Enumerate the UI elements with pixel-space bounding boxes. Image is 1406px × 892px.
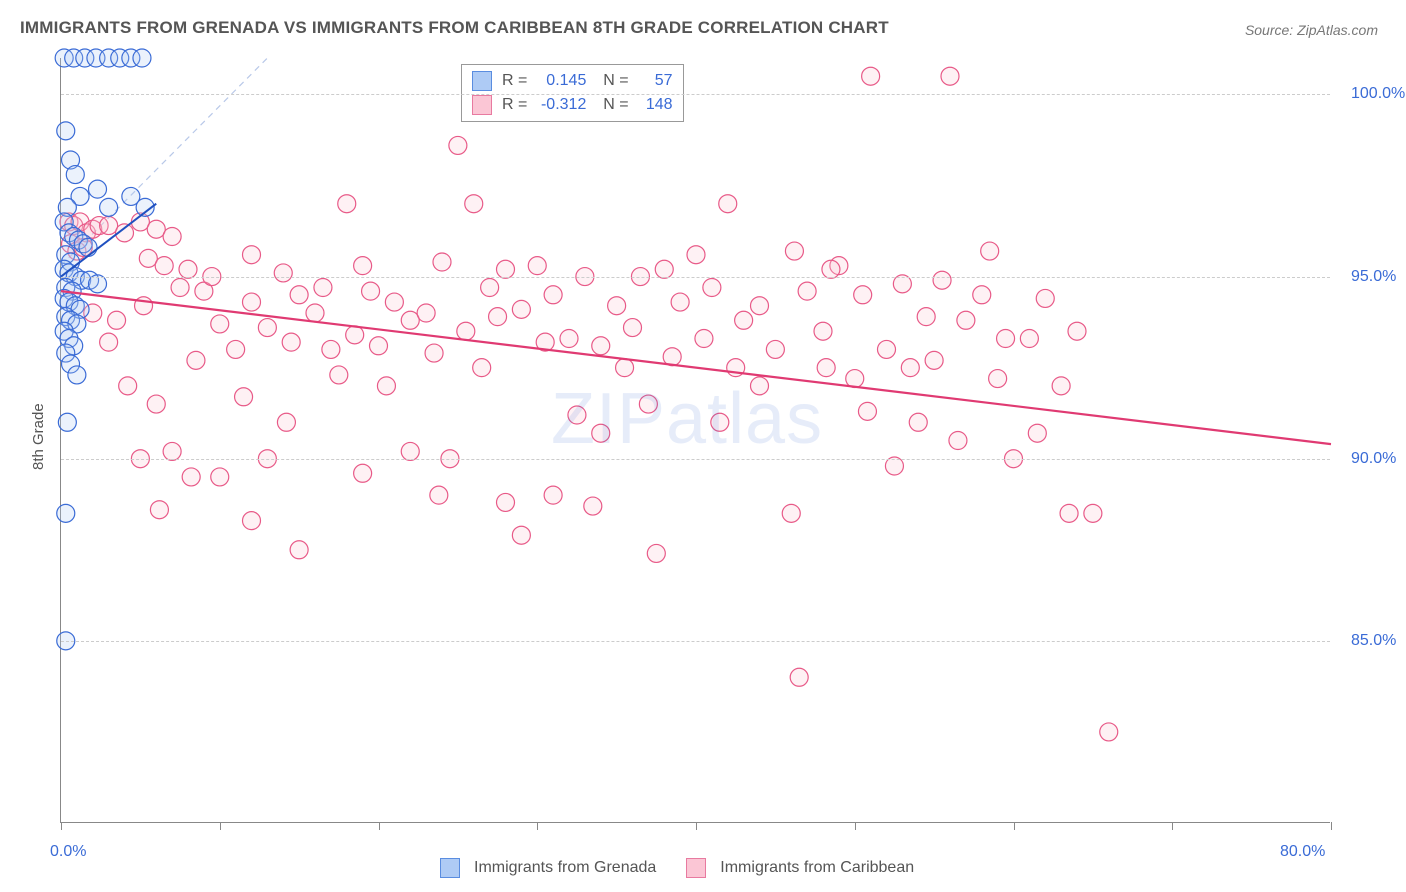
x-tick	[379, 822, 380, 830]
n-label: N =	[603, 69, 628, 93]
x-tick	[220, 822, 221, 830]
x-tick-label: 0.0%	[50, 843, 86, 861]
swatch	[472, 71, 492, 91]
legend-bottom: Immigrants from Grenada Immigrants from C…	[440, 858, 914, 878]
r-value: -0.312	[531, 93, 586, 117]
swatch	[440, 858, 460, 878]
r-label: R =	[502, 69, 527, 93]
legend-label: Immigrants from Caribbean	[720, 859, 914, 877]
x-tick	[1014, 822, 1015, 830]
plot-area: ZIPatlas R = 0.145 N = 57 R = -0.312 N =…	[60, 58, 1330, 823]
y-tick-label: 95.0%	[1351, 268, 1396, 286]
y-tick-label: 85.0%	[1351, 632, 1396, 650]
chart-title: IMMIGRANTS FROM GRENADA VS IMMIGRANTS FR…	[20, 18, 889, 38]
legend-label: Immigrants from Grenada	[474, 859, 656, 877]
n-value: 57	[633, 69, 673, 93]
n-value: 148	[633, 93, 673, 117]
stats-row: R = -0.312 N = 148	[472, 93, 673, 117]
x-tick-label: 80.0%	[1280, 843, 1325, 861]
r-value: 0.145	[531, 69, 586, 93]
y-tick-label: 100.0%	[1351, 85, 1405, 103]
gridline	[61, 277, 1330, 278]
y-axis-title: 8th Grade	[30, 403, 47, 470]
stats-box: R = 0.145 N = 57 R = -0.312 N = 148	[461, 64, 684, 122]
gridline	[61, 94, 1330, 95]
gridline	[61, 459, 1330, 460]
x-tick	[537, 822, 538, 830]
x-tick	[1172, 822, 1173, 830]
y-tick-label: 90.0%	[1351, 450, 1396, 468]
n-label: N =	[603, 93, 628, 117]
swatch	[686, 858, 706, 878]
r-label: R =	[502, 93, 527, 117]
gridline	[61, 641, 1330, 642]
stats-row: R = 0.145 N = 57	[472, 69, 673, 93]
legend-item: Immigrants from Grenada	[440, 858, 656, 878]
chart-svg	[61, 58, 1330, 822]
x-tick	[61, 822, 62, 830]
x-tick	[1331, 822, 1332, 830]
x-tick	[696, 822, 697, 830]
legend-item: Immigrants from Caribbean	[686, 858, 914, 878]
swatch	[472, 95, 492, 115]
x-tick	[855, 822, 856, 830]
source-label: Source: ZipAtlas.com	[1245, 22, 1378, 38]
